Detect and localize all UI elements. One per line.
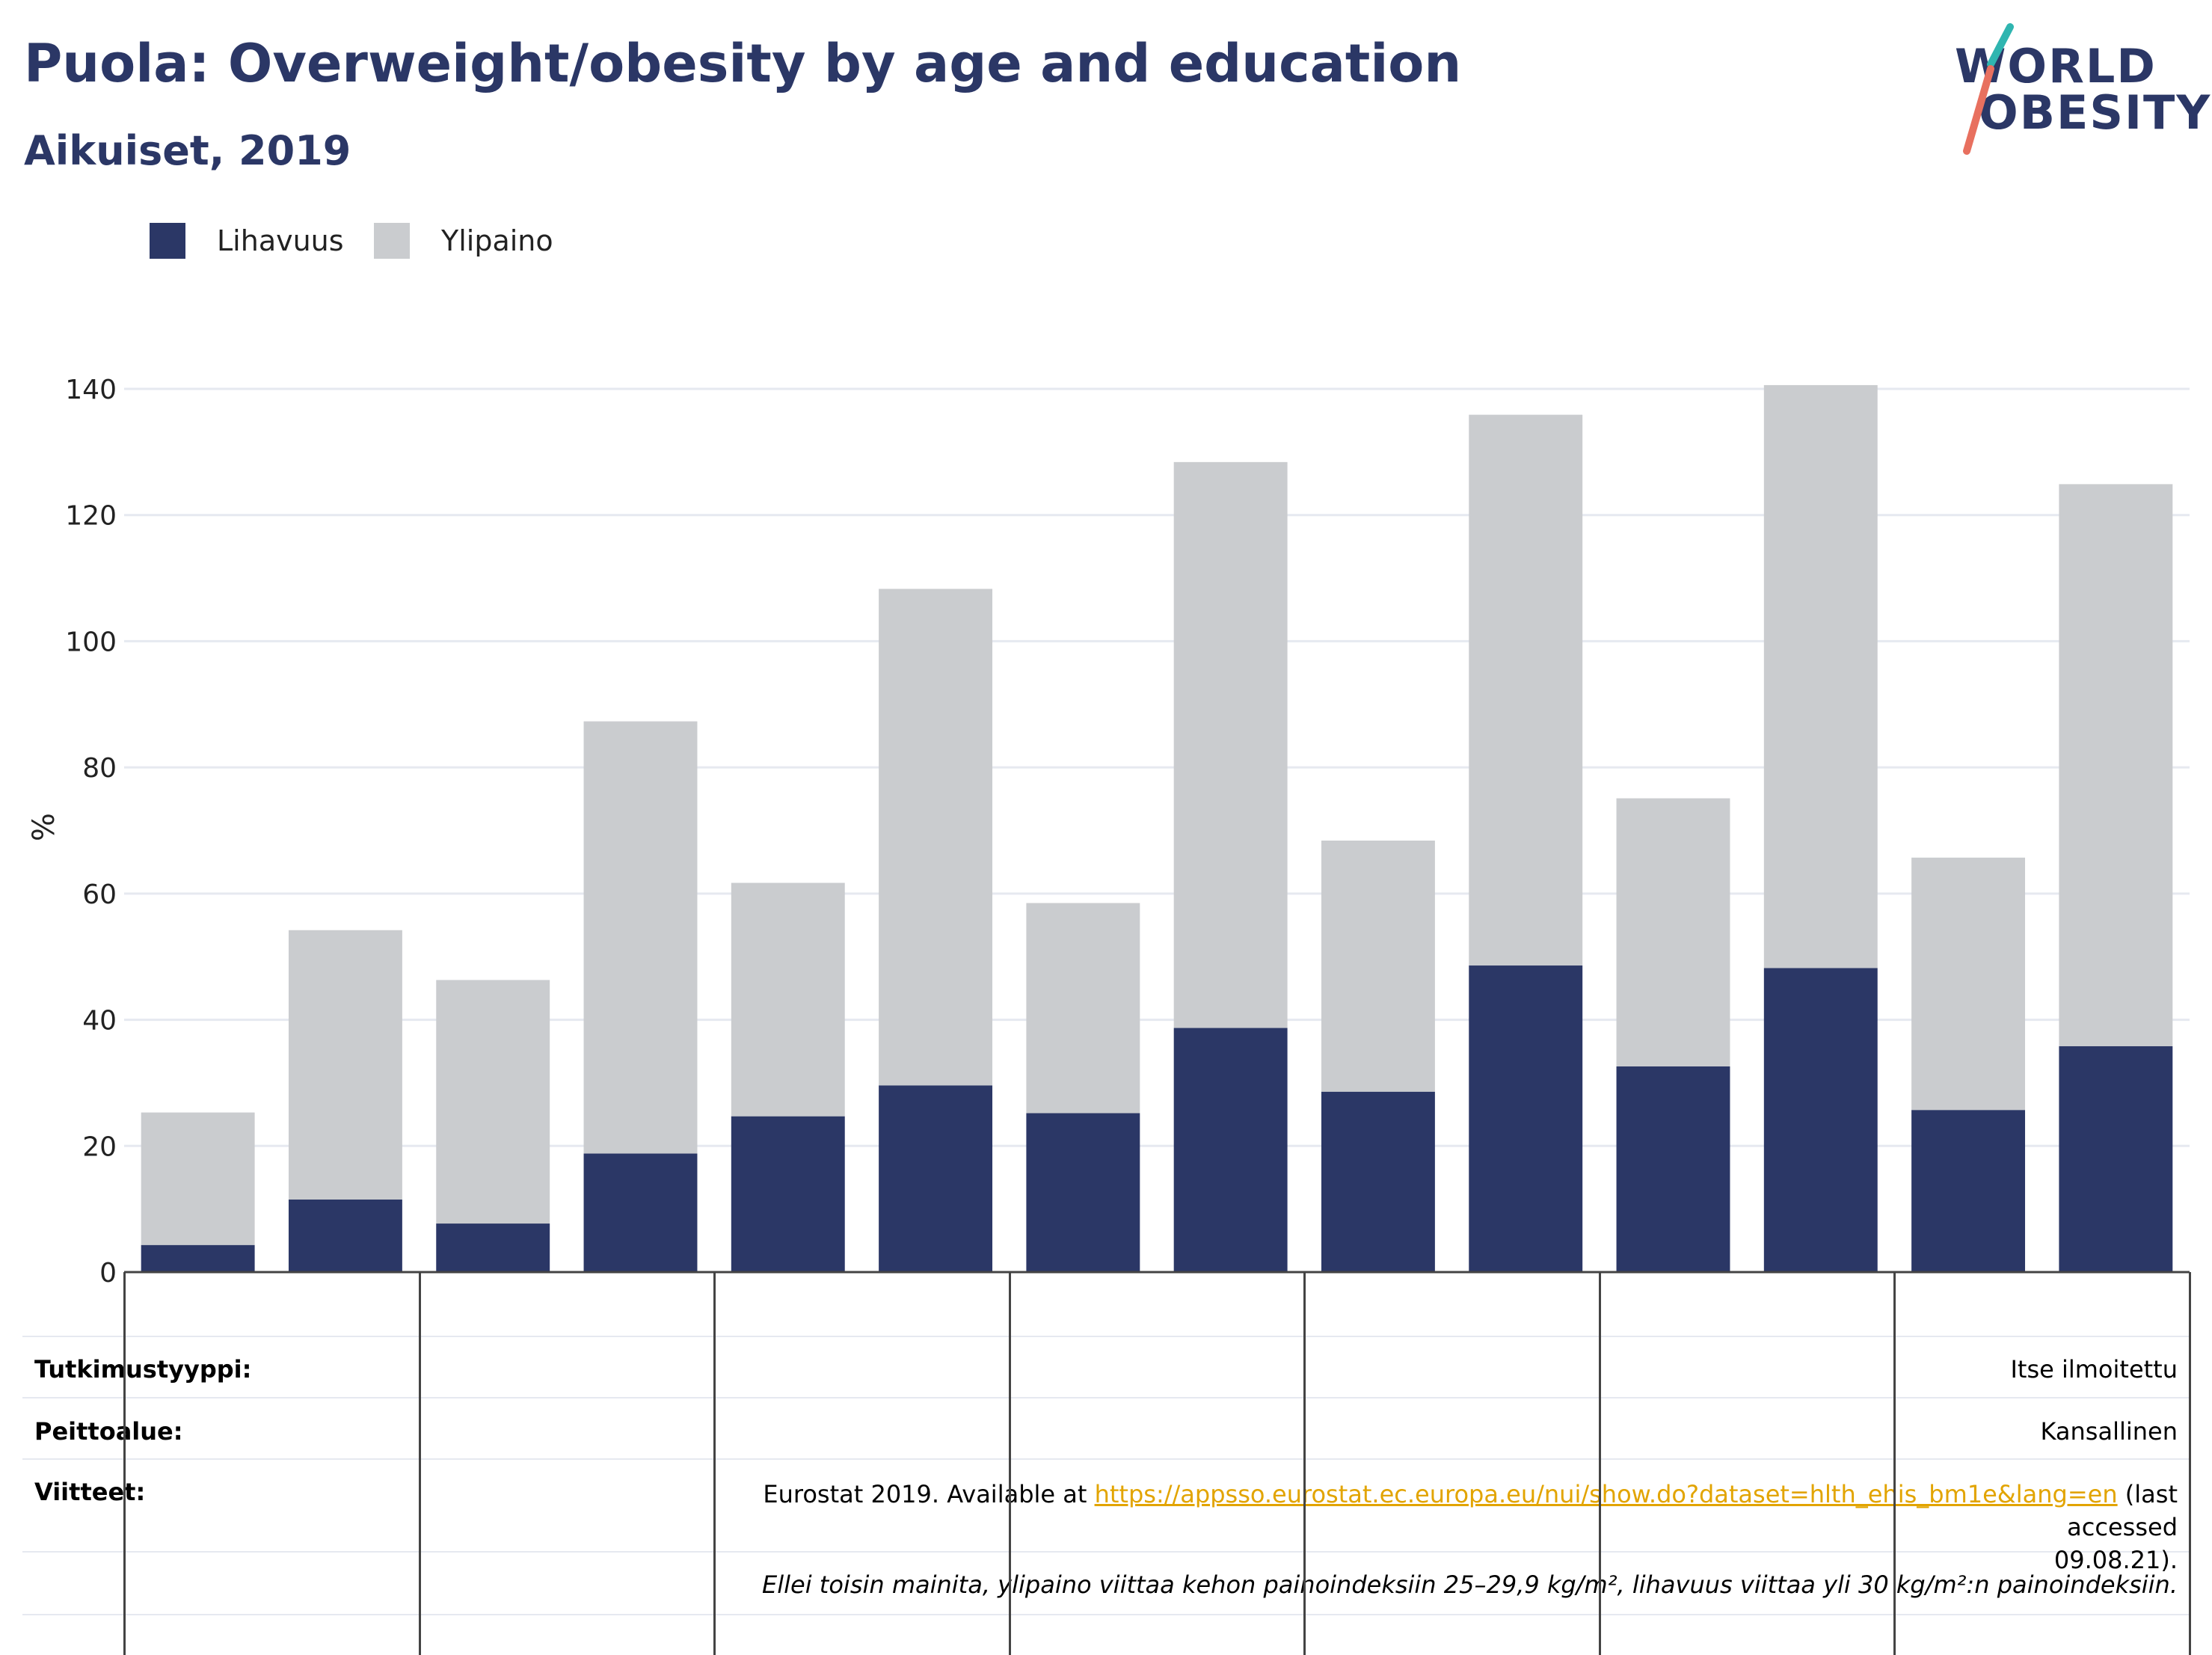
- study-type-label: Tutkimustyyppi:: [34, 1355, 252, 1384]
- info-divider: [22, 1551, 2190, 1553]
- bar-obesity: [879, 1085, 993, 1272]
- group-separator-line: [2189, 1272, 2191, 1655]
- bar-overweight: [583, 721, 698, 1154]
- y-axis-label: %: [27, 813, 61, 841]
- x-group-label: Taso 0–2: [1311, 1283, 1434, 1286]
- y-tick-label: 100: [65, 627, 117, 657]
- references-label: Viitteet:: [34, 1478, 146, 1506]
- bar-overweight: [141, 1112, 255, 1245]
- group-separator-line: [713, 1272, 716, 1655]
- group-separator-line: [1008, 1272, 1011, 1655]
- reference-date: 09.08.21).: [2053, 1546, 2178, 1574]
- bar-obesity: [1616, 1066, 1730, 1272]
- info-divider: [22, 1458, 2190, 1460]
- definition-note: Ellei toisin mainita, ylipaino viittaa k…: [762, 1570, 2178, 1599]
- bar-overweight: [1173, 461, 1288, 1028]
- group-separator-line: [1303, 1272, 1306, 1655]
- legend-label-overweight: Ylipaino: [441, 224, 553, 257]
- legend-swatch-obesity: [150, 223, 185, 259]
- bar-overweight: [1469, 414, 1583, 966]
- info-divider: [22, 1397, 2190, 1398]
- coverage-value: Kansallinen: [2040, 1417, 2178, 1446]
- study-type-value: Itse ilmoitettu: [2010, 1355, 2178, 1384]
- bar-overweight: [731, 882, 845, 1117]
- logo-text-obesity: OBESITY: [1979, 85, 2212, 140]
- bar-obesity: [141, 1244, 255, 1272]
- group-separator-line: [123, 1272, 126, 1655]
- bar-overweight: [1321, 840, 1435, 1092]
- reference-link[interactable]: https://appsso.eurostat.ec.europa.eu/nui…: [1094, 1480, 2118, 1508]
- legend-swatch-overweight: [374, 223, 410, 259]
- bar-obesity: [1469, 965, 1583, 1272]
- page-subtitle: Aikuiset, 2019: [24, 127, 351, 174]
- group-separator-line: [1598, 1272, 1601, 1655]
- reference-prefix: Eurostat 2019. Available at: [763, 1480, 1095, 1508]
- bar-overweight: [1763, 384, 1878, 968]
- x-group-label: Taso 0–2: [1606, 1283, 1729, 1286]
- info-divider: [22, 1336, 2190, 1337]
- bar-obesity: [2059, 1046, 2173, 1272]
- y-tick-label: 140: [65, 375, 117, 405]
- page-title: Puola: Overweight/obesity by age and edu…: [24, 33, 1462, 94]
- reference-text: Eurostat 2019. Available at https://apps…: [682, 1478, 2178, 1576]
- y-tick-label: 20: [82, 1132, 117, 1162]
- stacked-bar-chart: 0 20 40 60 80 100 120 140% Taso 0–2 Taso 0–2 Taso …: [27, 375, 2190, 1286]
- bar-obesity: [731, 1116, 845, 1272]
- bar-overweight: [1026, 903, 1140, 1114]
- bar-obesity: [1321, 1091, 1435, 1272]
- info-divider: [22, 1614, 2190, 1615]
- y-tick-label: 120: [65, 501, 117, 532]
- x-group-label: Taso 0–2: [1901, 1283, 2024, 1286]
- y-tick-label: 60: [82, 879, 117, 910]
- bar-overweight: [2059, 484, 2173, 1047]
- bar-overweight: [879, 589, 993, 1086]
- bar-obesity: [1763, 968, 1878, 1272]
- bar-obesity: [288, 1199, 402, 1272]
- world-obesity-logo: WORLD OBESITY: [1953, 19, 2210, 162]
- y-tick-label: 0: [99, 1258, 117, 1286]
- logo-slash-icon: [1963, 23, 2014, 155]
- x-group-label: Taso 0–2: [1016, 1283, 1139, 1286]
- bar-overweight: [436, 980, 550, 1224]
- bar-obesity: [583, 1153, 698, 1272]
- bar-obesity: [1911, 1110, 2026, 1272]
- bar-overweight: [288, 930, 402, 1200]
- x-group-label: Taso 0–2: [131, 1283, 254, 1286]
- y-tick-label: 40: [82, 1006, 117, 1037]
- bar-obesity: [436, 1223, 550, 1272]
- legend-label-obesity: Lihavuus: [217, 224, 344, 257]
- x-group-label: Taso 0–2: [721, 1283, 844, 1286]
- y-tick-label: 80: [82, 753, 117, 784]
- bar-overweight: [1911, 857, 2026, 1111]
- reference-suffix: (last accessed: [2067, 1480, 2178, 1541]
- group-separator-line: [1893, 1272, 1896, 1655]
- bar-overweight: [1616, 798, 1730, 1066]
- bar-obesity: [1026, 1113, 1140, 1272]
- bar-obesity: [1173, 1028, 1288, 1272]
- x-group-label: Taso 0–2: [426, 1283, 549, 1286]
- group-separator-line: [418, 1272, 421, 1655]
- coverage-label: Peittoalue:: [34, 1417, 183, 1446]
